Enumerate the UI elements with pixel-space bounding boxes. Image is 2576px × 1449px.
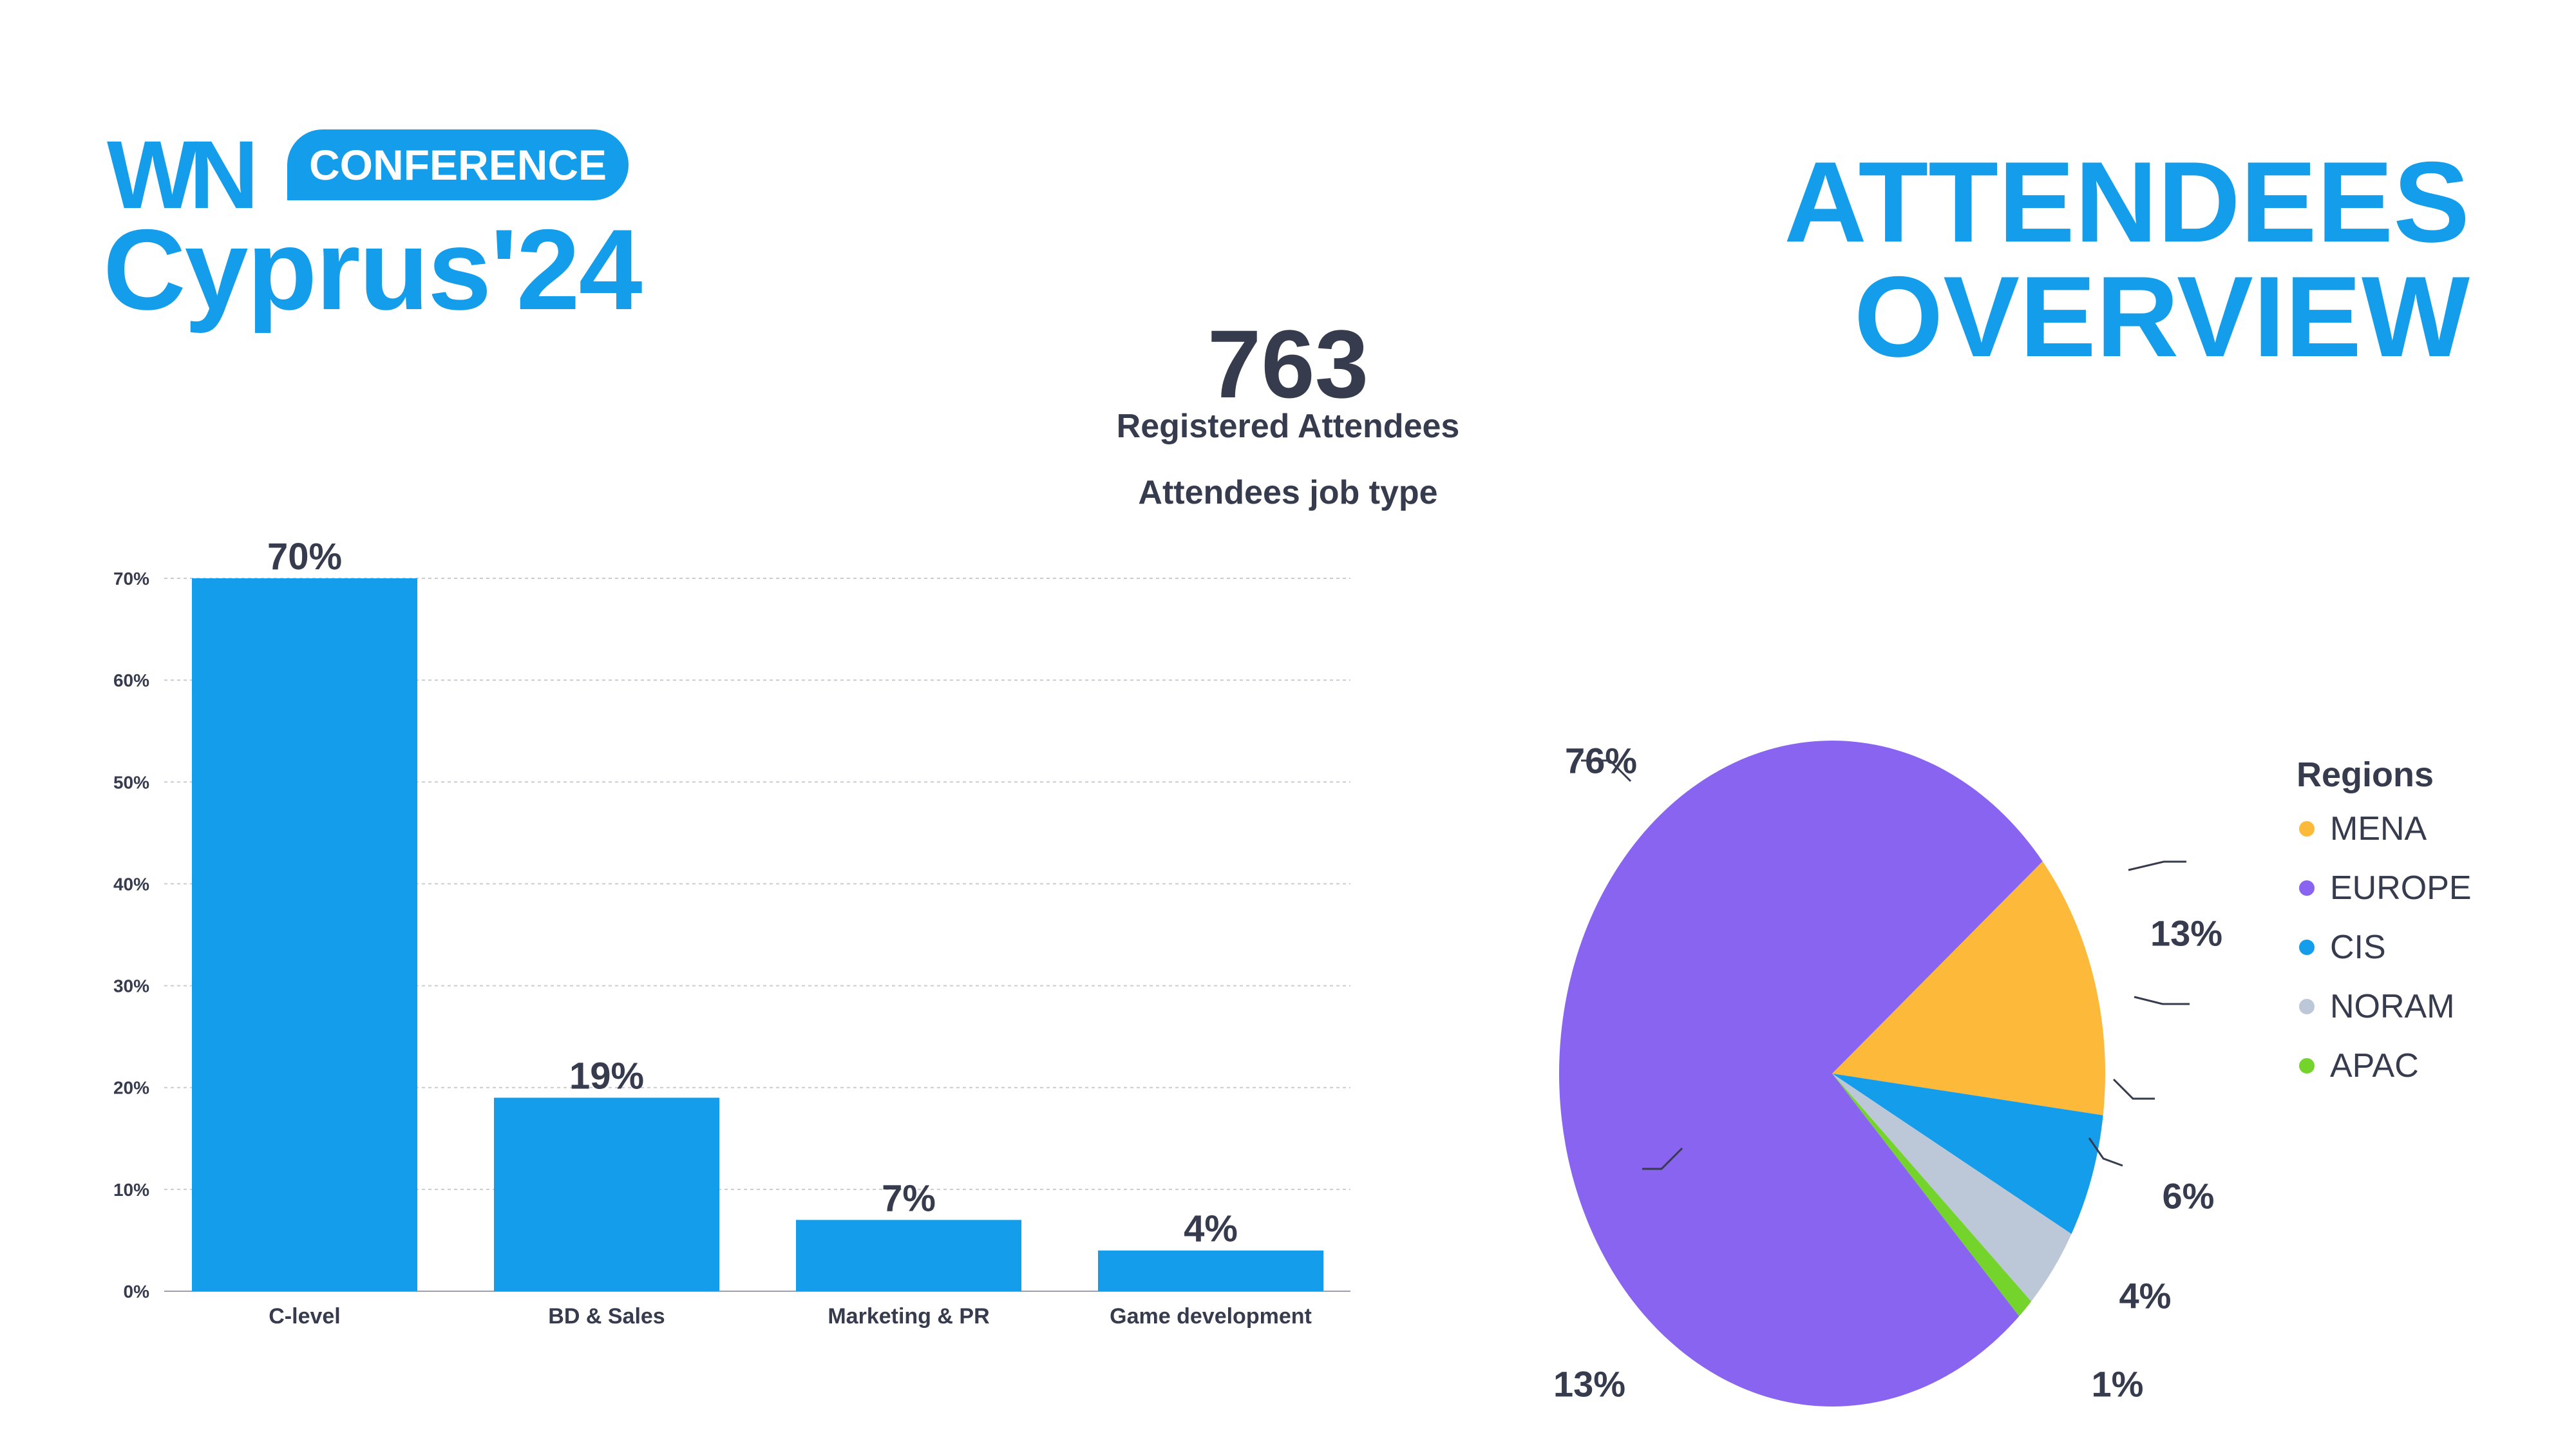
legend-label: APAC [2330,1047,2419,1084]
pie-slice-mena [1832,861,2105,1115]
bar-bd-sales [494,1097,719,1291]
legend-label: NORAM [2330,988,2455,1025]
legend-dot-icon [2299,821,2315,837]
y-tick-label: 30% [113,976,149,996]
pie-slice-apac [1832,1074,2032,1316]
bar-value-label: 70% [267,536,342,578]
bar-value-label: 19% [569,1056,644,1097]
pie-label-cis: 6% [2162,1175,2215,1217]
legend-item-mena: MENA [2299,810,2427,848]
bar-value-label: 7% [882,1177,936,1219]
page-title: ATTENDEES OVERVIEW [1784,138,2470,381]
pie-slice-cis [1832,1074,2103,1235]
pie-slice-europe [1559,741,2043,1406]
logo-wn: WN [107,120,259,229]
y-tick-label: 70% [113,569,149,589]
legend-item-noram: NORAM [2299,987,2455,1026]
y-tick-label: 60% [113,670,149,690]
pie-label-mena: 13% [2150,913,2223,954]
legend-label: CIS [2330,929,2386,966]
bar-c-level [192,578,417,1291]
bar-chart-title: Attendees job type [1138,474,1438,511]
pie-label-noram: 4% [2119,1275,2172,1316]
logo-conference-badge: CONFERENCE [287,129,629,200]
x-category-label: C-level [269,1304,341,1329]
y-tick-label: 20% [113,1078,149,1098]
legend-title: Regions [2297,755,2434,794]
y-tick-label: 50% [113,772,149,792]
pie-label-europe: 76% [1564,740,1638,781]
legend-item-europe: EUROPE [2299,869,2472,907]
pie-label-apac: 1% [2091,1363,2144,1405]
total-attendees-label: Registered Attendees [1116,408,1460,445]
legend-item-cis: CIS [2299,928,2386,967]
legend-dot-icon [2299,1058,2315,1074]
legend-dot-icon [2299,880,2315,896]
pie-slice-noram [1832,1074,2072,1302]
pie-label-extra: 13% [1553,1363,1626,1405]
job-type-bar-chart: 0% 10% 20% 30% 40% 50% 60% 70% 70% C-level 19% BD &… [113,536,1350,1329]
bar-marketing-pr [796,1220,1021,1291]
y-tick-label: 0% [124,1282,150,1302]
bar-game-development [1098,1250,1323,1291]
pie-leader-lines [1581,759,2190,1170]
bar-value-label: 4% [1184,1208,1238,1250]
regions-pie-chart [1559,741,2190,1406]
legend-dot-icon [2299,940,2315,955]
legend-label: EUROPE [2330,869,2472,907]
legend-dot-icon [2299,999,2315,1014]
legend-label: MENA [2330,810,2427,848]
x-category-label: Marketing & PR [828,1304,989,1329]
legend-item-apac: APAC [2299,1046,2419,1085]
y-tick-label: 10% [113,1180,149,1200]
x-category-label: BD & Sales [548,1304,665,1329]
total-attendees: 763 [1207,310,1369,418]
x-category-label: Game development [1110,1304,1312,1329]
y-tick-label: 40% [113,874,149,894]
logo-event-name: Cyprus'24 [103,205,643,334]
